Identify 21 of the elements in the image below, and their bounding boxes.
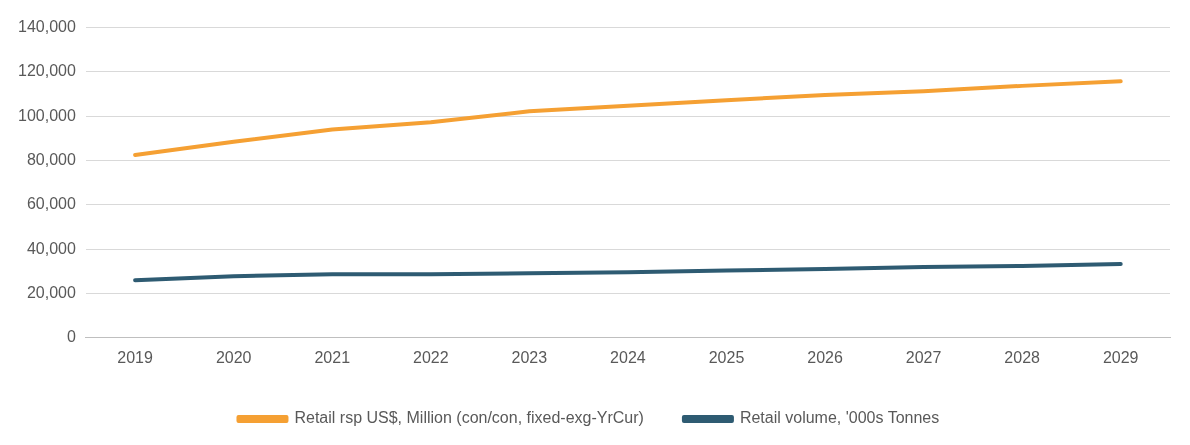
x-tick-label: 2028 bbox=[1004, 348, 1041, 366]
legend-label: Retail volume, '000s Tonnes bbox=[739, 409, 940, 427]
x-tick-label: 2022 bbox=[413, 348, 449, 366]
x-tick-label: 2024 bbox=[610, 348, 646, 366]
legend-label: Retail rsp US$, Million (con/con, fixed-exg-YrCur) bbox=[294, 409, 644, 427]
y-tick-label: 60,000 bbox=[26, 195, 76, 213]
x-tick-label: 2029 bbox=[1102, 348, 1139, 366]
x-tick-label: 2020 bbox=[215, 348, 252, 366]
x-tick-label: 2021 bbox=[314, 348, 351, 366]
y-tick-label: 100,000 bbox=[17, 106, 76, 124]
y-tick-label: 120,000 bbox=[17, 62, 76, 80]
x-tick-label: 2026 bbox=[807, 348, 843, 366]
y-tick-label: 80,000 bbox=[26, 150, 76, 168]
x-tick-label: 2019 bbox=[117, 348, 154, 366]
y-tick-label: 20,000 bbox=[26, 283, 76, 301]
x-tick-label: 2025 bbox=[708, 348, 745, 366]
y-tick-label: 40,000 bbox=[26, 239, 76, 257]
x-tick-label: 2027 bbox=[905, 348, 942, 366]
y-tick-label: 140,000 bbox=[17, 18, 76, 36]
x-tick-label: 2023 bbox=[511, 348, 548, 366]
y-tick-label: 0 bbox=[66, 328, 76, 346]
